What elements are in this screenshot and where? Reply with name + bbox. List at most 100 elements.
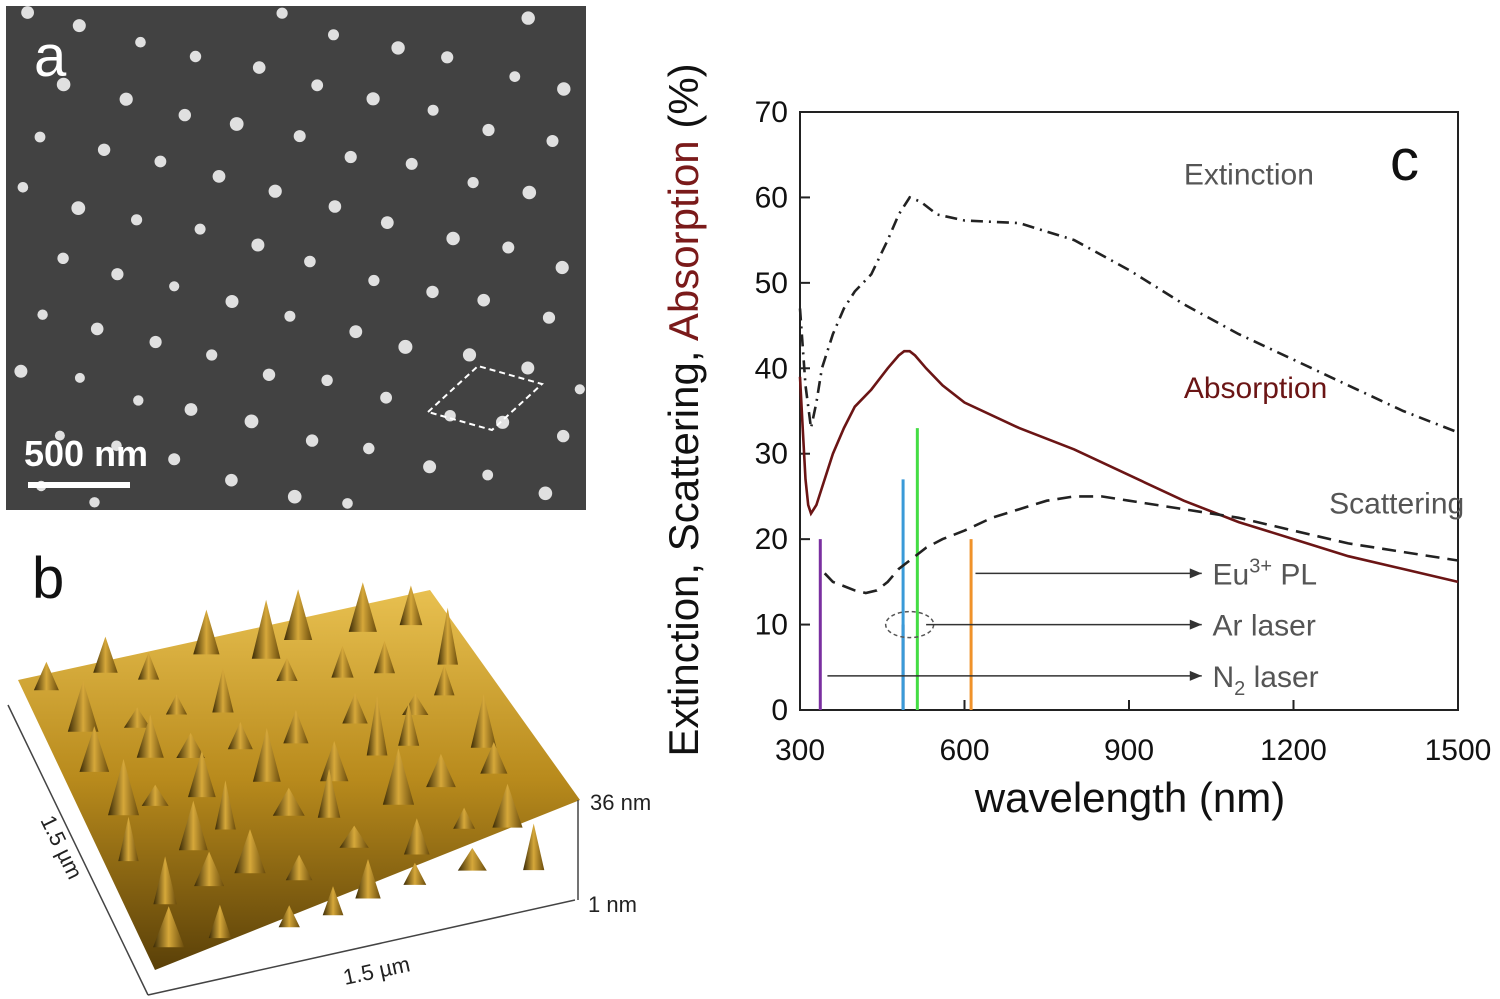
nanoparticle-dot [17, 182, 29, 193]
afm-peak [480, 742, 508, 774]
y-tick-label: 50 [755, 267, 788, 300]
afm-peak [251, 599, 281, 659]
x-tick-label: 900 [1104, 734, 1154, 767]
nanoparticle-dot [154, 155, 167, 168]
afm-peak [403, 862, 427, 885]
nanoparticle-dot [56, 77, 71, 92]
nanoparticle-dot [287, 489, 302, 504]
series-extinction [798, 195, 1459, 434]
annotation-label: Ar laser [1213, 610, 1316, 643]
nanoparticle-dot [482, 123, 495, 137]
nanoparticle-dot [538, 486, 553, 501]
nanoparticle-dot [380, 391, 392, 404]
nanoparticle-dot [344, 150, 357, 164]
afm-z-max: 36 nm [590, 790, 651, 815]
afm-peak [153, 906, 185, 948]
x-tick-label: 300 [775, 734, 825, 767]
afm-peak [118, 816, 139, 862]
afm-peak [339, 825, 369, 848]
afm-peak [67, 680, 99, 732]
nanoparticle-dot [251, 238, 265, 252]
nanoparticle-dot [380, 216, 394, 230]
afm-peak [272, 787, 305, 816]
nanoparticle-dot [111, 440, 122, 452]
x-tick-label: 1500 [1425, 734, 1492, 767]
afm-peak [212, 667, 234, 713]
afm-peak [348, 582, 377, 632]
afm-peak [399, 585, 423, 626]
nanoparticle-dot [119, 92, 133, 106]
nanoparticle-dot [184, 403, 198, 416]
nanoparticle-dot [462, 348, 477, 362]
y-tick-label: 60 [755, 181, 788, 214]
y-tick-label: 0 [771, 694, 788, 727]
afm-peak [331, 645, 354, 678]
afm-peak [283, 709, 309, 744]
afm-peak [470, 694, 497, 748]
nanoparticle-dot [252, 61, 266, 74]
afm-peak [342, 693, 368, 724]
annotation-arrowhead [1189, 568, 1202, 579]
nanoparticle-dot [446, 231, 460, 246]
afm-z-min: 1 nm [588, 892, 637, 917]
panel-a-label: a [34, 24, 67, 89]
afm-peak [108, 758, 139, 816]
afm-peak [93, 636, 118, 673]
y-tick-label: 10 [755, 609, 788, 642]
series-scattering [823, 495, 1459, 595]
unit-cell-outline [426, 364, 544, 432]
afm-axis-left [7, 704, 149, 996]
nanoparticle-dot [284, 310, 296, 322]
nanoparticle-dot [328, 29, 339, 41]
nanoparticle-dot [321, 374, 333, 386]
nanoparticle-dot [368, 274, 380, 287]
afm-image-panel: b 36 nm 1 nm 1.5 µm 1.5 µm [7, 546, 651, 996]
nanoparticle-dot [57, 252, 69, 264]
afm-peak [434, 664, 455, 696]
nanoparticle-dot [441, 51, 454, 64]
nanoparticle-dot [328, 200, 342, 213]
nanoparticle-dot [304, 255, 316, 268]
nanoparticle-dot [225, 295, 239, 308]
annotation-label: Eu3+ PL [1213, 555, 1318, 591]
afm-x-size: 1.5 µm [341, 951, 412, 990]
afm-peak [276, 657, 298, 681]
nanoparticle-dot [482, 469, 494, 481]
afm-axis-bottom [147, 899, 576, 996]
afm-peak [284, 589, 313, 640]
laser-lines [818, 428, 973, 710]
nanoparticle-dot [194, 223, 206, 235]
nanoparticle-dot [522, 185, 537, 200]
afm-y-size: 1.5 µm [36, 811, 88, 883]
afm-peak [374, 640, 395, 674]
nanoparticle-dot [111, 268, 124, 281]
scalebar [28, 482, 130, 488]
afm-peak [234, 829, 266, 874]
nanoparticle-dot [305, 434, 319, 447]
chart-series [798, 195, 1459, 595]
nanoparticle-dot [229, 117, 244, 131]
nanoparticle-dot [349, 325, 363, 339]
nanoparticle-dot [467, 177, 479, 189]
y-axis-label: Extinction, Scattering, Absorption (%) [660, 63, 707, 756]
nanoparticle-dot [363, 442, 375, 455]
afm-peak [322, 886, 344, 916]
afm-peak [193, 609, 220, 655]
afm-peak [215, 780, 236, 830]
nanoparticle-dot [405, 157, 418, 170]
nanoparticle-dot [391, 41, 405, 55]
nanoparticle-dot [149, 335, 162, 349]
sem-image-panel: a 500 nm [6, 6, 586, 510]
afm-peak [437, 607, 458, 665]
afm-peak [523, 823, 545, 871]
nanoparticle-dot [71, 201, 86, 216]
afm-peak [426, 753, 456, 788]
nanoparticle-dot [555, 260, 569, 275]
afm-peak [320, 741, 349, 782]
afm-peak [33, 661, 59, 691]
nanoparticle-dot [14, 364, 28, 378]
nanoparticle-dot [426, 285, 439, 299]
nanoparticle-dot [574, 384, 585, 395]
afm-peak [178, 800, 208, 851]
afm-peak [227, 722, 253, 750]
